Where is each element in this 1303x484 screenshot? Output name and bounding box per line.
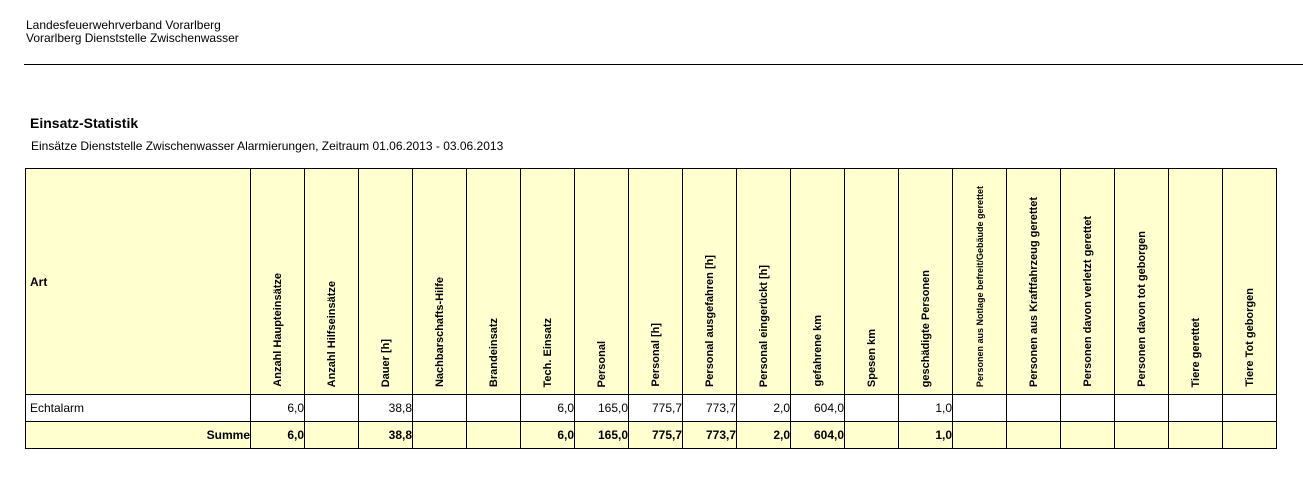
table-cell: 773,7 xyxy=(682,394,737,422)
sum-cell: 6,0 xyxy=(520,421,575,449)
column-header-art: Art xyxy=(25,168,251,395)
table-cell: 604,0 xyxy=(790,394,845,422)
sum-cell: 773,7 xyxy=(682,421,737,449)
report-title: Einsatz-Statistik xyxy=(30,115,139,131)
column-header: Personal eingerückt [h] xyxy=(736,168,791,395)
table-row: Echtalarm 6,0 38,8 6,0 165,0 775,7 773,7… xyxy=(25,394,1277,422)
sum-cell xyxy=(1168,421,1223,449)
column-header: Tech. Einsatz xyxy=(520,168,575,395)
column-header: Dauer [h] xyxy=(358,168,413,395)
column-header: Spesen km xyxy=(844,168,899,395)
table-cell xyxy=(1222,394,1277,422)
table-cell: 6,0 xyxy=(250,394,305,422)
column-header: geschädigte Personen xyxy=(898,168,953,395)
column-header: Personen davon verletzt gerettet xyxy=(1060,168,1115,395)
column-header: Anzahl Hilfseinsätze xyxy=(304,168,359,395)
table-cell xyxy=(952,394,1007,422)
table-cell xyxy=(1060,394,1115,422)
sum-cell xyxy=(952,421,1007,449)
table-cell xyxy=(466,394,521,422)
column-header: Personal xyxy=(574,168,629,395)
organization-header: Landesfeuerwehrverband Vorarlberg Vorarl… xyxy=(26,19,239,45)
column-header: Personen aus Kraftfahrzeug gerettet xyxy=(1006,168,1061,395)
table-cell xyxy=(304,394,359,422)
column-header: Personen davon tot geborgen xyxy=(1114,168,1169,395)
table-cell: 6,0 xyxy=(520,394,575,422)
sum-cell xyxy=(1222,421,1277,449)
table-cell: 165,0 xyxy=(574,394,629,422)
sum-label: Summe xyxy=(25,421,251,449)
column-header: Personen aus Notlage befreit/Gebäude ger… xyxy=(952,168,1007,395)
report-subtitle: Einsätze Dienststelle Zwischenwasser Ala… xyxy=(31,139,504,153)
column-header: Tiere Tot geborgen xyxy=(1222,168,1277,395)
table-cell: 2,0 xyxy=(736,394,791,422)
column-header: Brandeinsatz xyxy=(466,168,521,395)
sum-cell: 2,0 xyxy=(736,421,791,449)
sum-cell: 165,0 xyxy=(574,421,629,449)
table-cell xyxy=(412,394,467,422)
statistics-table: Art Anzahl Haupteinsätze Anzahl Hilfsein… xyxy=(25,168,1277,449)
row-label: Echtalarm xyxy=(25,394,251,422)
org-line-1: Landesfeuerwehrverband Vorarlberg xyxy=(26,18,221,32)
table-cell xyxy=(1006,394,1061,422)
column-header: Nachbarschafts-Hilfe xyxy=(412,168,467,395)
sum-cell: 775,7 xyxy=(628,421,683,449)
sum-cell xyxy=(304,421,359,449)
sum-cell: 1,0 xyxy=(898,421,953,449)
sum-cell xyxy=(1114,421,1169,449)
sum-cell: 6,0 xyxy=(250,421,305,449)
org-line-2: Vorarlberg Dienststelle Zwischenwasser xyxy=(26,31,239,45)
sum-cell xyxy=(412,421,467,449)
column-header: Anzahl Haupteinsätze xyxy=(250,168,305,395)
table-cell: 775,7 xyxy=(628,394,683,422)
sum-cell xyxy=(466,421,521,449)
table-cell xyxy=(1114,394,1169,422)
column-header: Personal ausgefahren [h] xyxy=(682,168,737,395)
sum-cell xyxy=(1060,421,1115,449)
table-cell: 38,8 xyxy=(358,394,413,422)
column-header: gefahrene km xyxy=(790,168,845,395)
sum-cell xyxy=(1006,421,1061,449)
table-cell xyxy=(1168,394,1223,422)
table-header-row: Art Anzahl Haupteinsätze Anzahl Hilfsein… xyxy=(25,168,1277,395)
header-divider xyxy=(24,64,1303,65)
sum-row: Summe 6,0 38,8 6,0 165,0 775,7 773,7 2,0… xyxy=(25,421,1277,449)
column-header: Tiere gerettet xyxy=(1168,168,1223,395)
column-header: Personal [h] xyxy=(628,168,683,395)
table-cell xyxy=(844,394,899,422)
table-cell: 1,0 xyxy=(898,394,953,422)
sum-cell: 604,0 xyxy=(790,421,845,449)
sum-cell: 38,8 xyxy=(358,421,413,449)
sum-cell xyxy=(844,421,899,449)
